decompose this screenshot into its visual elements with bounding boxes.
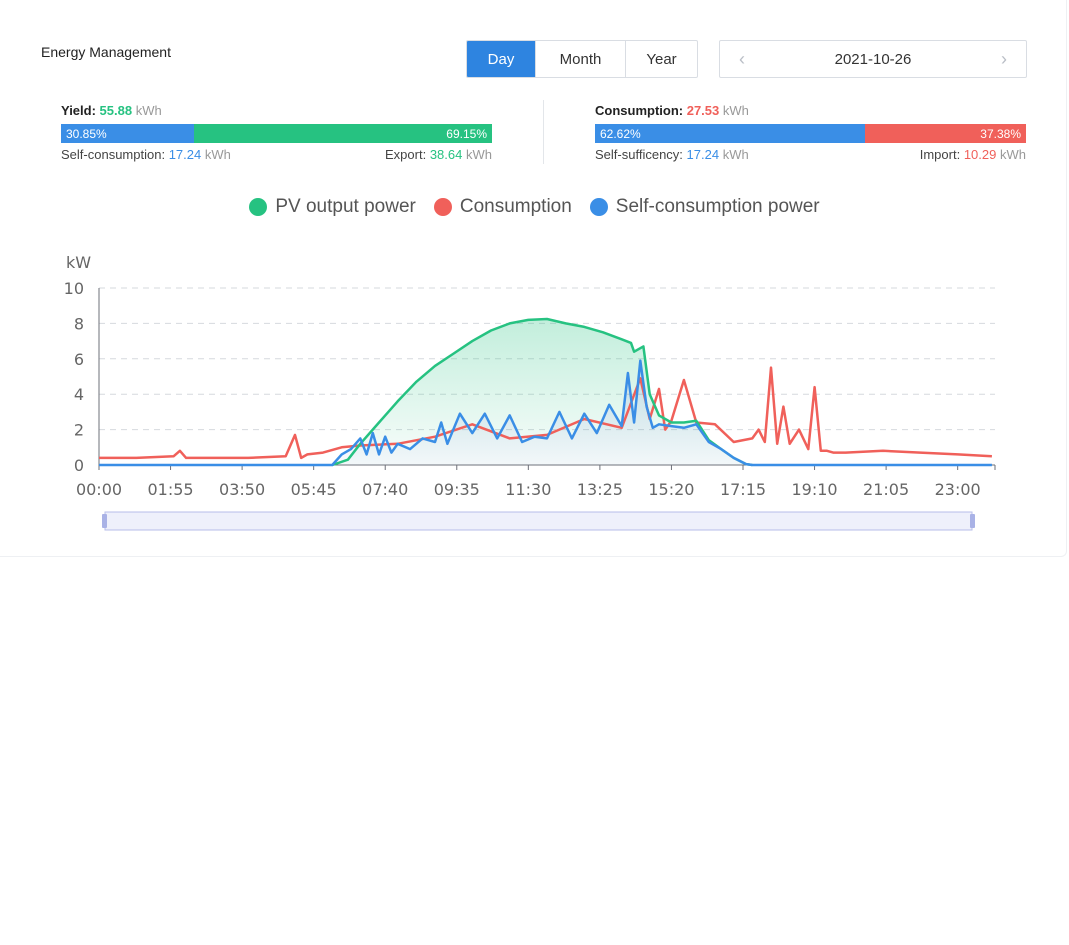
- y-tick-label: 0: [74, 456, 84, 475]
- yield-export-segment: 69.15%: [193, 124, 492, 143]
- tab-day[interactable]: Day: [467, 41, 535, 77]
- self-consumption-area: [99, 360, 992, 465]
- x-axis-ticks: 00:00 01:55 03:50 05:45 07:40 09:35 11:30 13:25…: [76, 480, 981, 499]
- consumption-line: [99, 366, 992, 460]
- consumption-summary: Consumption: 27.53 kWh 62.62% 37.38% Sel…: [595, 103, 1026, 162]
- tab-month[interactable]: Month: [535, 41, 625, 77]
- y-tick-label: 4: [74, 385, 84, 404]
- zoom-handle-left[interactable]: [102, 514, 107, 528]
- summary-divider: [543, 100, 544, 164]
- x-tick-label: 15:20: [648, 480, 694, 499]
- data-zoom-slider[interactable]: [104, 511, 973, 531]
- y-tick-label: 8: [74, 314, 84, 333]
- tab-year[interactable]: Year: [625, 41, 697, 77]
- x-tick-label: 23:00: [935, 480, 981, 499]
- legend-item-consumption[interactable]: Consumption: [433, 196, 572, 218]
- yield-heading: Yield: 55.88 kWh: [61, 103, 162, 118]
- circle-icon: [249, 198, 268, 216]
- x-tick-label: 07:40: [362, 480, 408, 499]
- date-picker[interactable]: ‹ 2021-10-26 ›: [719, 40, 1027, 78]
- yield-breakdown: Self-consumption: 17.24 kWh Export: 38.6…: [61, 147, 492, 162]
- consumption-heading: Consumption: 27.53 kWh: [595, 103, 749, 118]
- x-tick-label: 01:55: [148, 480, 194, 499]
- x-tick-label: 09:35: [434, 480, 480, 499]
- yield-split-bar: 30.85% 69.15%: [61, 124, 492, 143]
- yield-summary: Yield: 55.88 kWh 30.85% 69.15% Self-cons…: [61, 103, 492, 162]
- chevron-right-icon[interactable]: ›: [1000, 48, 1007, 69]
- selected-date[interactable]: 2021-10-26: [834, 50, 912, 68]
- consumption-breakdown: Self-sufficency: 17.24 kWh Import: 10.29…: [595, 147, 1026, 162]
- x-tick-label: 21:05: [863, 480, 909, 499]
- legend-item-pv[interactable]: PV output power: [249, 196, 416, 218]
- x-tick-label: 11:30: [505, 480, 551, 499]
- y-tick-label: 10: [64, 279, 84, 298]
- x-tick-label: 13:25: [577, 480, 623, 499]
- period-tabs: Day Month Year: [466, 40, 698, 78]
- circle-icon: [433, 198, 452, 216]
- x-tick-label: 17:15: [720, 480, 766, 499]
- yield-value: 55.88: [99, 103, 133, 118]
- y-axis-ticks: 0 2 4 6 8 10: [64, 279, 84, 475]
- consumption-split-bar: 62.62% 37.38%: [595, 124, 1026, 143]
- export-stat: Export: 38.64 kWh: [385, 147, 492, 162]
- self-sufficiency-stat: Self-sufficency: 17.24 kWh: [595, 147, 749, 162]
- energy-management-card: Energy Management Day Month Year ‹ 2021-…: [0, 0, 1067, 557]
- x-tick-label: 03:50: [219, 480, 265, 499]
- x-tick-label: 00:00: [76, 480, 122, 499]
- zoom-handle-right[interactable]: [970, 514, 975, 528]
- x-tick-label: 05:45: [291, 480, 337, 499]
- consumption-value: 27.53: [686, 103, 720, 118]
- import-stat: Import: 10.29 kWh: [919, 147, 1026, 162]
- self-consumption-stat: Self-consumption: 17.24 kWh: [61, 147, 231, 162]
- page-title: Energy Management: [41, 44, 171, 60]
- consumption-import-segment: 37.38%: [864, 124, 1026, 143]
- power-chart: kW 0 2 4 6 8 10 00:00 01:55 03:50 05:45 07:40 09:3…: [64, 253, 996, 531]
- x-tick-label: 19:10: [792, 480, 838, 499]
- circle-icon: [589, 198, 608, 216]
- y-tick-label: 6: [74, 350, 84, 369]
- y-axis-unit: kW: [66, 253, 91, 272]
- consumption-self-segment: 62.62%: [595, 124, 865, 143]
- chevron-left-icon[interactable]: ‹: [739, 48, 745, 69]
- pv-output-line: [331, 317, 753, 467]
- chart-series: [99, 317, 992, 467]
- yield-self-segment: 30.85%: [61, 124, 194, 143]
- legend-item-self-consumption[interactable]: Self-consumption power: [589, 196, 820, 218]
- y-tick-label: 2: [74, 421, 84, 440]
- self-consumption-line: [99, 359, 992, 467]
- chart-legend: PV output power Consumption Self-consump…: [0, 196, 1069, 218]
